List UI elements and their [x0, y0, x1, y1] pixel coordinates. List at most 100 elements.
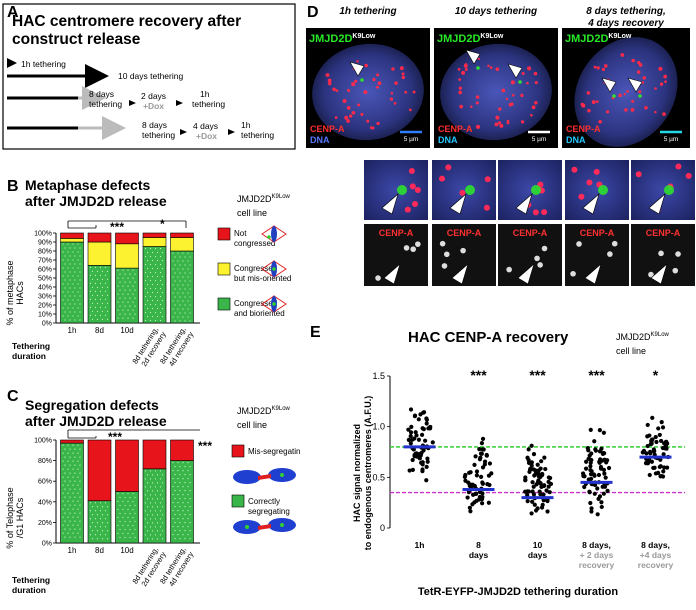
y-tick-label: 0 — [380, 523, 385, 533]
cenpa-spot — [631, 58, 635, 63]
bar-texture-dot — [159, 255, 162, 258]
bar-texture-dot — [144, 311, 147, 314]
bar-texture-dot — [182, 268, 184, 270]
bar-texture-dot — [89, 290, 92, 292]
bar-texture-dot — [99, 502, 102, 504]
y-tick-label: 20% — [38, 520, 52, 527]
bar-texture-dot — [124, 496, 126, 499]
bar-texture-dot — [149, 494, 152, 496]
bar-texture-dot — [159, 526, 162, 528]
bar-texture-dot — [174, 272, 176, 274]
bar-texture-dot — [69, 311, 71, 313]
bar-texture-dot — [177, 486, 179, 488]
bar-texture-dot — [179, 296, 181, 298]
bar-texture-dot — [144, 263, 147, 266]
bar-texture-dot — [127, 508, 129, 511]
zoom-merge — [432, 160, 496, 220]
arrowhead-icon — [648, 193, 666, 215]
bar-texture-dot — [156, 538, 159, 540]
bar-texture-dot — [174, 514, 176, 516]
bar-texture-dot — [64, 464, 66, 466]
bar-texture-dot — [72, 307, 74, 309]
bar-texture-dot — [156, 315, 159, 318]
panel-e-chart: HAC CENP-A recovery JMJD2DK9Low cell lin… — [352, 329, 685, 598]
bar-texture-dot — [64, 472, 66, 474]
zoom-cenpa-label: CENP-A — [379, 228, 414, 238]
data-point — [596, 472, 602, 478]
bar-texture-dot — [177, 300, 179, 302]
bar-texture-dot — [106, 286, 109, 288]
bar-texture-dot — [159, 263, 162, 266]
bar-texture-dot — [122, 317, 124, 319]
bar-texture-dot — [134, 313, 136, 315]
data-point — [480, 465, 486, 470]
bar-texture-dot — [156, 474, 159, 476]
bar-segment — [142, 468, 167, 544]
data-point — [410, 457, 415, 463]
hac-spot — [397, 185, 407, 195]
bar-texture-dot — [154, 311, 157, 314]
bar-texture-dot — [187, 252, 189, 254]
bar-texture-dot — [99, 274, 102, 276]
row3-e: 1h — [200, 89, 210, 99]
data-point — [423, 438, 428, 443]
cenpa-spot — [369, 126, 373, 129]
bar-texture-dot — [67, 516, 69, 518]
panel-c-xtitle-1: Tethering — [12, 575, 50, 585]
bar-texture-dot — [96, 302, 99, 304]
cenpa-spot — [347, 89, 351, 93]
bar-texture-dot — [172, 316, 174, 318]
panel-e-title: HAC CENP-A recovery — [408, 329, 569, 346]
cenpa-spot — [404, 206, 411, 213]
data-point — [414, 433, 419, 438]
data-point — [597, 427, 602, 433]
bar-texture-dot — [77, 291, 79, 293]
bar-texture-dot — [104, 266, 107, 268]
bar-texture-dot — [184, 514, 186, 516]
bar-texture-dot — [101, 506, 104, 508]
bar-texture-dot — [172, 534, 174, 536]
bar-texture-dot — [79, 488, 81, 490]
bar-texture-dot — [106, 318, 109, 320]
bar-texture-dot — [72, 524, 74, 526]
data-point — [413, 452, 418, 457]
bar-texture-dot — [101, 318, 104, 320]
data-point — [480, 481, 486, 486]
data-point — [406, 427, 411, 432]
bar-segment — [115, 243, 139, 269]
bar-texture-dot — [156, 482, 159, 484]
bar-texture-dot — [64, 263, 66, 265]
bar-texture-dot — [101, 522, 104, 524]
cenpa-spot — [393, 102, 397, 105]
bar-texture-dot — [177, 470, 179, 472]
bar-texture-dot — [156, 283, 159, 286]
bar-texture-dot — [79, 263, 81, 265]
row3-b: tethering — [89, 99, 122, 109]
bar-texture-dot — [72, 516, 74, 518]
bar-texture-dot — [132, 317, 134, 319]
bar-texture-dot — [67, 468, 69, 470]
bar-texture-dot — [64, 528, 66, 530]
legend-label: Correctly — [248, 497, 280, 506]
bar-texture-dot — [89, 518, 92, 520]
bar-texture-dot — [149, 311, 152, 314]
bar-texture-dot — [122, 301, 124, 303]
data-point — [481, 447, 486, 452]
bar-texture-dot — [182, 284, 184, 286]
bar-texture-dot — [144, 470, 147, 472]
bar-texture-dot — [69, 247, 71, 249]
data-point — [485, 482, 490, 487]
bar-texture-dot — [184, 466, 186, 468]
bar-texture-dot — [187, 478, 189, 480]
cenpa-label: CENP-A — [438, 124, 473, 134]
bar-texture-dot — [99, 510, 102, 512]
zoom-cenpa-label: CENP-A — [447, 228, 482, 238]
bar-texture-dot — [132, 500, 134, 503]
bar-texture-dot — [146, 315, 149, 318]
data-point — [526, 460, 532, 465]
cenpa-spot — [598, 120, 602, 124]
bar-texture-dot — [184, 256, 186, 258]
bar-texture-dot — [74, 464, 76, 466]
cenpa-spot — [489, 66, 493, 69]
cenpa-spot — [498, 107, 502, 111]
